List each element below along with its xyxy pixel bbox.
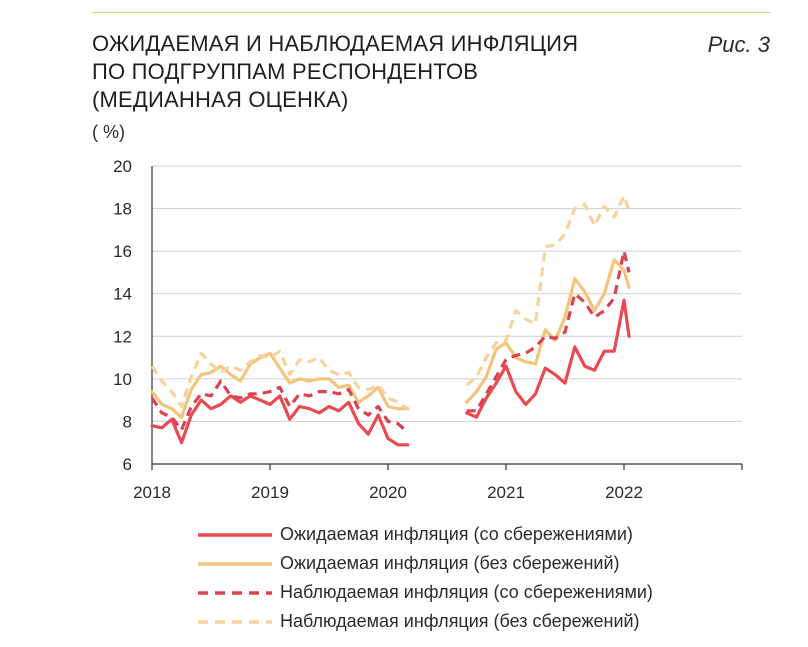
y-tick-label: 16 (113, 242, 132, 261)
y-tick-label: 6 (123, 455, 132, 474)
top-rule (92, 12, 770, 13)
figure-label: Рис. 3 (707, 32, 770, 57)
series-line-4 (150, 194, 631, 411)
x-tick-label: 2019 (251, 483, 289, 502)
title-line-1: ОЖИДАЕМАЯ И НАБЛЮДАЕМАЯ ИНФЛЯЦИЯ (92, 31, 579, 56)
x-tick-label: 2020 (369, 483, 407, 502)
legend-item: Ожидаемая инфляция (без сбережений) (196, 549, 653, 578)
y-tick-label: 10 (113, 370, 132, 389)
series-line-3 (150, 249, 631, 434)
legend-swatch (198, 590, 272, 595)
title-line-2: ПО ПОДГРУППАМ РЕСПОНДЕНТОВ (92, 59, 479, 84)
legend-swatch (198, 619, 272, 624)
series-line-2 (150, 258, 631, 419)
title-line-3: (МЕДИАННАЯ ОЦЕНКА) (92, 87, 349, 112)
legend-label: Ожидаемая инфляция (со сбережениями) (280, 524, 633, 544)
legend-swatch (198, 532, 272, 537)
legend-item: Наблюдаемая инфляция (без сбережений) (196, 607, 653, 636)
legend-label: Наблюдаемая инфляция (со сбережениями) (280, 582, 653, 602)
legend-label: Наблюдаемая инфляция (без сбережений) (280, 611, 640, 631)
legend-item: Ожидаемая инфляция (со сбережениями) (196, 520, 653, 549)
x-tick-label: 2022 (605, 483, 643, 502)
y-tick-label: 14 (113, 285, 132, 304)
series-line-1 (150, 298, 631, 447)
legend-item: Наблюдаемая инфляция (со сбережениями) (196, 578, 653, 607)
chart-title: ОЖИДАЕМАЯ И НАБЛЮДАЕМАЯ ИНФЛЯЦИЯ ПО ПОДГ… (92, 30, 652, 114)
y-tick-label: 12 (113, 327, 132, 346)
y-tick-label: 8 (123, 412, 132, 431)
legend-label: Ожидаемая инфляция (без сбережений) (280, 553, 620, 573)
y-tick-label: 18 (113, 200, 132, 219)
x-tick-label: 2021 (487, 483, 525, 502)
y-tick-label: 20 (113, 157, 132, 176)
legend-swatch (198, 561, 272, 566)
x-tick-label: 2018 (133, 483, 171, 502)
legend: Ожидаемая инфляция (со сбережениями) Ожи… (196, 520, 653, 636)
y-unit-label: ( %) (92, 122, 125, 142)
